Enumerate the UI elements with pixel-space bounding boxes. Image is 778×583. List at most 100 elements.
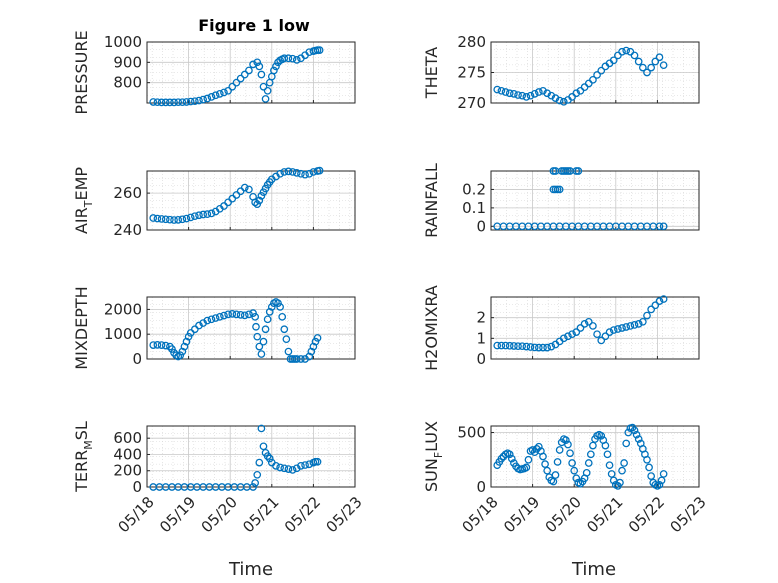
data-point <box>555 446 564 454</box>
data-point <box>292 355 301 363</box>
data-point <box>582 468 591 477</box>
data-point <box>267 303 276 311</box>
data-point <box>259 82 268 91</box>
data-point <box>292 56 301 64</box>
data-point <box>236 74 245 83</box>
data-point <box>190 212 199 221</box>
data-point <box>543 343 552 352</box>
data-point <box>245 66 253 75</box>
y-tick-label: 400 <box>113 445 142 463</box>
data-point <box>255 342 264 351</box>
data-point <box>257 350 266 358</box>
data-point <box>220 88 228 97</box>
data-point <box>514 342 522 351</box>
y-tick-label: 0 <box>476 478 486 496</box>
y-tick-label: 200 <box>113 462 142 480</box>
data-point <box>555 96 564 105</box>
data-point <box>263 315 272 324</box>
data-point <box>497 86 506 95</box>
data-point <box>510 342 518 350</box>
subplot-6: 0 1 2 H2OMIXRA <box>422 285 700 371</box>
x-tick-label: 05/20 <box>198 493 241 536</box>
data-series <box>493 167 668 231</box>
data-point <box>505 450 514 459</box>
data-point <box>182 214 191 223</box>
data-point <box>630 321 639 329</box>
data-point <box>605 328 614 336</box>
data-point <box>170 216 178 224</box>
data-point <box>149 214 158 222</box>
data-point <box>261 95 270 103</box>
data-point <box>589 322 597 330</box>
data-point <box>276 463 284 472</box>
data-point <box>597 66 606 75</box>
data-point <box>301 170 309 179</box>
data-point <box>655 480 664 489</box>
data-point <box>651 57 660 66</box>
data-point <box>284 167 293 176</box>
data-point <box>236 311 245 319</box>
data-point <box>616 478 624 487</box>
data-point <box>497 341 506 350</box>
data-point <box>659 222 668 231</box>
x-tick-label: 05/21 <box>583 493 626 536</box>
data-point <box>607 470 616 478</box>
data-point <box>272 62 280 71</box>
data-point <box>232 310 241 319</box>
data-point <box>251 198 260 207</box>
y-tick-label: 900 <box>113 53 142 71</box>
y-tick-label: 0 <box>476 217 486 235</box>
y-axis-label: TERRMSL <box>72 421 95 493</box>
data-series <box>149 298 322 363</box>
x-tick-label: 05/19 <box>156 493 199 536</box>
data-point <box>211 314 220 322</box>
y-axis-label: RAINFALL <box>422 163 441 238</box>
data-point <box>186 213 195 222</box>
data-point <box>593 330 601 339</box>
data-point <box>157 215 166 223</box>
data-point <box>570 466 579 475</box>
data-series <box>493 46 668 106</box>
data-point <box>245 185 253 194</box>
data-point <box>518 91 527 100</box>
data-point <box>253 470 262 479</box>
data-point <box>559 97 568 106</box>
plot-area <box>147 171 355 230</box>
data-point <box>240 70 249 79</box>
data-point <box>207 209 216 218</box>
data-point <box>272 462 280 470</box>
x-axis-label-right: Time <box>571 559 616 580</box>
data-point <box>288 466 297 474</box>
data-point <box>157 98 166 107</box>
data-point <box>292 168 301 177</box>
data-point <box>276 303 284 311</box>
x-tick-label: 05/22 <box>281 493 324 536</box>
subplot-5: 0 1000 2000 MIXDEPTH <box>72 286 356 370</box>
y-tick-label: 600 <box>113 429 142 447</box>
data-point <box>170 98 178 107</box>
y-tick-label: 1000 <box>104 33 142 51</box>
data-point <box>203 210 212 218</box>
data-point <box>510 90 518 98</box>
data-point <box>645 463 653 472</box>
data-point <box>240 311 249 320</box>
y-axis-label: SUNFLUX <box>422 421 445 492</box>
data-point <box>549 477 558 486</box>
data-point <box>647 63 656 72</box>
y-tick-label: 0 <box>476 350 486 368</box>
data-point <box>589 75 597 84</box>
data-point <box>207 315 216 324</box>
data-point <box>576 324 585 332</box>
data-point <box>532 445 541 453</box>
data-point <box>630 51 639 60</box>
y-tick-label: 1 <box>476 329 486 347</box>
data-point <box>215 312 224 321</box>
data-point <box>305 460 314 469</box>
data-point <box>522 463 531 472</box>
data-point <box>622 46 631 55</box>
data-point <box>632 430 641 439</box>
data-point <box>584 459 593 467</box>
data-point <box>572 474 581 483</box>
